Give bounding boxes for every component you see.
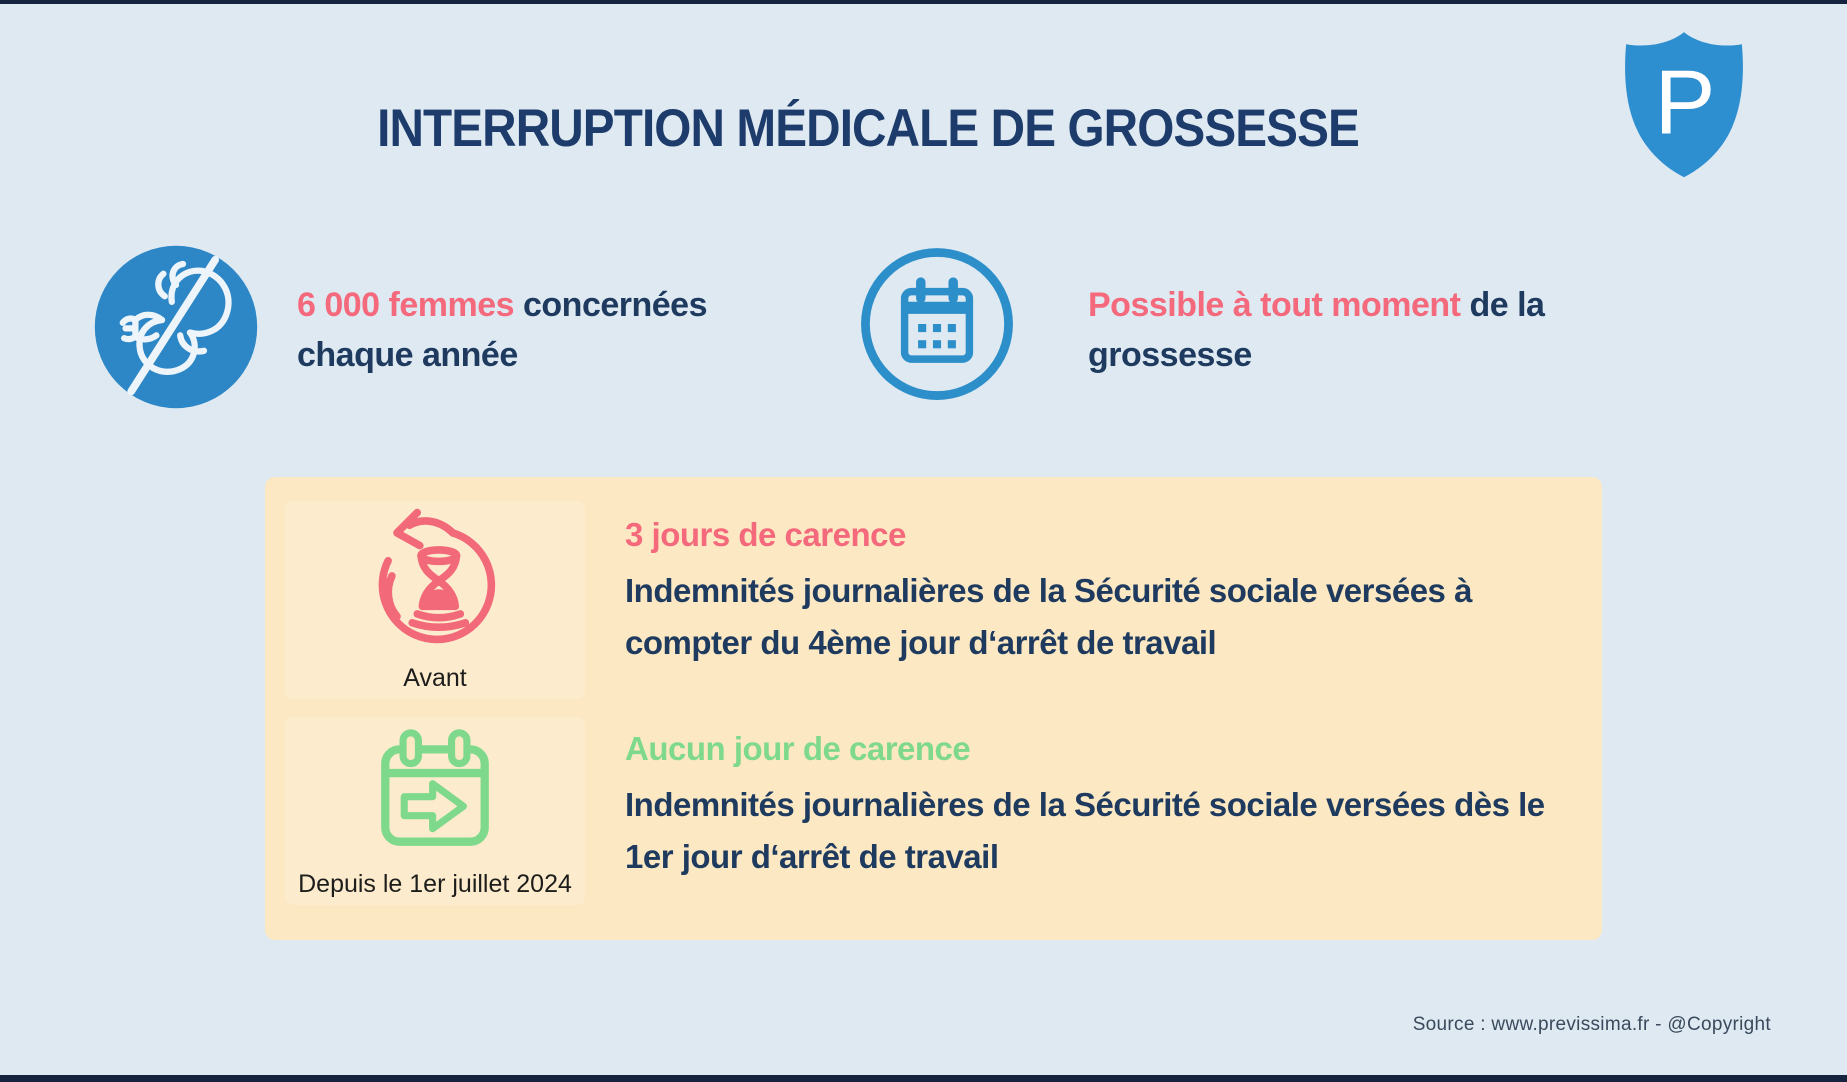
calendar-forward-icon [381,729,489,846]
stat-any-moment-rest: de la grossesse [1088,286,1545,374]
source-credit: Source : www.previssima.fr - @Copyright [1412,1014,1771,1035]
rule-before-body: Indemnités journalières de la Sécurité s… [625,572,1472,661]
rule-since-body: Indemnités journalières de la Sécurité s… [625,786,1545,875]
calendar-circle-icon [856,243,1018,405]
waiting-period-hourglass-icon [378,508,496,644]
stat-women-text: 6 000 femmes concernées chaque année [297,280,767,380]
page-title: INTERRUPTION MÉDICALE DE GROSSESSE [377,99,1360,158]
since-icon-cell: Depuis le 1er juillet 2024 [285,717,585,905]
stat-any-moment-highlight: Possible à tout moment [1088,286,1461,324]
since-label: Depuis le 1er juillet 2024 [298,870,572,898]
svg-text:P: P [1655,52,1716,154]
waiting-period-comparison-box: Avant 3 jours de carence Indemnités jour… [265,477,1602,940]
before-label: Avant [403,664,467,692]
stat-women-highlight: 6 000 femmes [297,286,515,324]
stat-women-rest: concernées chaque année [297,286,708,374]
shield-icon: P [1625,32,1743,178]
no-fetus-icon [92,243,260,411]
stat-any-moment-text: Possible à tout moment de la grossesse [1088,280,1608,380]
rule-before: 3 jours de carence Indemnités journalièr… [625,513,1585,669]
previssima-shield-logo: P [1618,28,1750,186]
rule-since-heading: Aucun jour de carence [625,730,971,767]
rule-before-heading: 3 jours de carence [625,516,906,553]
bottom-edge-bar [0,1075,1847,1082]
top-edge-bar [0,0,1847,4]
before-icon-cell: Avant [285,501,585,699]
rule-since: Aucun jour de carence Indemnités journal… [625,727,1585,883]
